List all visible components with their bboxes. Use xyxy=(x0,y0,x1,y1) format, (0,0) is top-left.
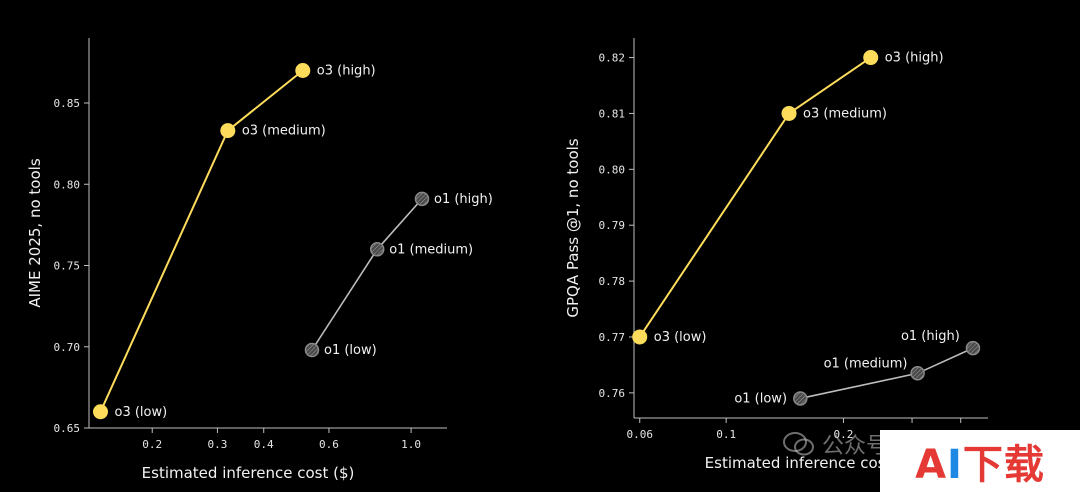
point-label-o3: o3 (low) xyxy=(654,330,707,345)
x-tick-label: 0.3 xyxy=(208,438,228,451)
point-label-o1: o1 (low) xyxy=(734,391,787,406)
y-tick-label: 0.65 xyxy=(54,422,81,435)
point-label-o1: o1 (medium) xyxy=(824,356,908,371)
point-label-o1: o1 (medium) xyxy=(389,242,473,257)
point-label-o3: o3 (low) xyxy=(114,405,167,420)
x-tick-label: 0.2 xyxy=(142,438,162,451)
point-o3 xyxy=(92,404,108,420)
y-tick-label: 0.75 xyxy=(54,260,81,273)
site-logo: AI下载 xyxy=(880,430,1080,492)
x-axis-title: Estimated inference cost ($) xyxy=(705,454,918,472)
series-line-o3 xyxy=(638,56,872,338)
x-tick-label: 0.4 xyxy=(254,438,274,451)
y-tick-label: 0.82 xyxy=(599,52,626,65)
wechat-icon xyxy=(782,430,816,458)
point-label-o1: o1 (high) xyxy=(901,329,960,344)
point-o1 xyxy=(369,242,385,257)
chart-2: 0.760.770.780.790.800.810.820.060.10.20.… xyxy=(564,38,988,472)
x-tick-label: 0.1 xyxy=(716,428,736,441)
y-tick-label: 0.78 xyxy=(599,275,626,288)
point-o1 xyxy=(965,340,981,356)
watermark: 公众号 xyxy=(782,428,888,460)
series-line-o1 xyxy=(311,198,423,351)
y-axis-title: GPQA Pass @1, no tools xyxy=(564,138,582,317)
y-tick-label: 0.80 xyxy=(54,178,81,191)
point-o3 xyxy=(220,123,236,139)
point-o3 xyxy=(295,63,311,78)
watermark-text: 公众号 xyxy=(822,434,889,459)
point-o3 xyxy=(781,105,797,121)
point-o1 xyxy=(304,342,320,358)
y-tick-label: 0.85 xyxy=(54,97,81,110)
point-o1 xyxy=(910,366,925,381)
point-label-o3: o3 (medium) xyxy=(242,124,326,139)
y-tick-label: 0.81 xyxy=(599,107,626,120)
point-o1 xyxy=(414,191,430,207)
point-label-o1: o1 (high) xyxy=(434,192,493,207)
y-tick-label: 0.77 xyxy=(599,331,626,344)
chart-1: 0.65 0.70 0.75 0.80 0.85 0.2 0.3 0.4 0.6 1.0 Estim… xyxy=(26,38,493,482)
series-line-o3 xyxy=(99,69,304,413)
y-tick-label: 0.80 xyxy=(599,163,626,176)
y-axis-title: AIME 2025, no tools xyxy=(26,158,44,307)
point-o3 xyxy=(863,50,879,66)
point-label-o1: o1 (low) xyxy=(324,343,377,358)
x-tick-label: 1.0 xyxy=(401,438,421,451)
point-label-o3: o3 (high) xyxy=(885,51,944,66)
point-label-o3: o3 (medium) xyxy=(803,106,887,121)
x-tick-label: 0.2 xyxy=(834,428,854,441)
point-o1 xyxy=(793,391,808,406)
point-label-o3: o3 (high) xyxy=(317,64,376,79)
point-o3 xyxy=(632,329,648,345)
y-tick-label: 0.70 xyxy=(54,341,81,354)
x-tick-label: 0.6 xyxy=(319,438,339,451)
x-tick-label: 0.06 xyxy=(626,428,653,441)
x-axis-title: Estimated inference cost ($) xyxy=(142,464,355,482)
y-tick-label: 0.79 xyxy=(599,219,626,232)
y-tick-label: 0.76 xyxy=(599,387,626,400)
